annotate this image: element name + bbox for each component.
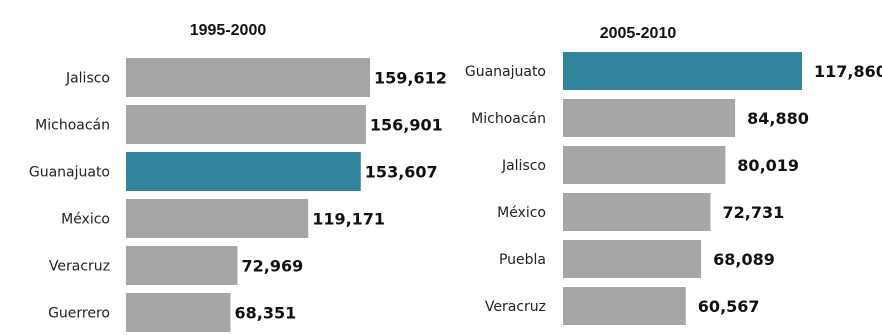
bar-guanajuato xyxy=(563,52,802,90)
category-label-guanajuato: Guanajuato xyxy=(465,64,546,80)
bar-jalisco xyxy=(563,146,726,184)
bar-veracruz xyxy=(126,246,238,285)
value-label-jalisco: 159,612 xyxy=(374,69,447,88)
category-label-michoacan: Michoacán xyxy=(35,118,110,134)
bar-michoacan xyxy=(126,105,366,144)
category-label-guanajuato: Guanajuato xyxy=(29,165,110,181)
bar-veracruz xyxy=(563,287,686,325)
value-label-puebla: 68,089 xyxy=(713,250,775,269)
category-label-veracruz: Veracruz xyxy=(49,259,110,275)
category-label-puebla: Puebla xyxy=(499,252,546,268)
chart-panel-2005-2010: 2005-2010 Guanajuato 117,860 Michoacán 84,88… xyxy=(465,25,882,325)
category-label-jalisco: Jalisco xyxy=(65,71,110,87)
bar-jalisco xyxy=(126,58,370,97)
value-label-jalisco: 80,019 xyxy=(737,156,799,175)
value-label-michoacan: 156,901 xyxy=(370,116,443,135)
value-label-guanajuato: 117,860 xyxy=(814,62,882,81)
value-label-mexico: 119,171 xyxy=(312,210,385,229)
chart-panel-1995-2000: 1995-2000 Jalisco 159,612 Michoacán 156,901 G… xyxy=(29,22,447,332)
bar-guanajuato xyxy=(126,152,361,191)
value-label-guerrero: 68,351 xyxy=(235,304,297,323)
bar-guerrero xyxy=(126,293,231,332)
bar-mexico xyxy=(563,193,711,231)
category-label-veracruz: Veracruz xyxy=(485,299,546,315)
category-label-jalisco: Jalisco xyxy=(501,158,546,174)
bar-mexico xyxy=(126,199,309,238)
chart-title: 2005-2010 xyxy=(600,25,677,42)
category-label-guerrero: Guerrero xyxy=(48,306,110,322)
value-label-mexico: 72,731 xyxy=(723,203,785,222)
value-label-guanajuato: 153,607 xyxy=(365,163,438,182)
bar-puebla xyxy=(563,240,702,278)
value-label-veracruz: 60,567 xyxy=(698,297,760,316)
value-label-michoacan: 84,880 xyxy=(747,109,809,128)
category-label-mexico: México xyxy=(61,212,110,228)
value-label-veracruz: 72,969 xyxy=(242,257,304,276)
category-label-michoacan: Michoacán xyxy=(471,111,546,127)
chart-title: 1995-2000 xyxy=(190,22,267,39)
bar-michoacan xyxy=(563,99,736,137)
category-label-mexico: México xyxy=(497,205,546,221)
